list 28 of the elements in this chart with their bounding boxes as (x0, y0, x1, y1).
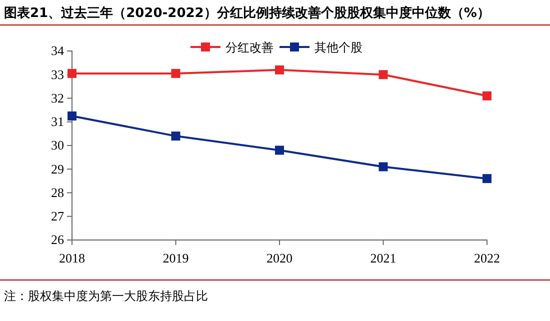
y-tick-label: 32 (51, 90, 64, 106)
x-tick-label: 2020 (266, 250, 292, 266)
point (68, 68, 76, 78)
point (482, 174, 492, 184)
y-tick-label: 29 (51, 161, 64, 176)
point (378, 162, 388, 172)
point (171, 132, 180, 141)
x-tick-label: 2022 (474, 250, 500, 266)
point (68, 111, 76, 120)
chart-title: 图表21、过去三年（2020-2022）分红比例持续改善个股股权集中度中位数（%） (4, 5, 490, 21)
text: 注：股权集中度为第一大股东持股占比 (4, 289, 208, 303)
y-tick-label: 30 (51, 138, 64, 153)
x-tick-label: 2018 (59, 250, 85, 266)
point (482, 91, 492, 100)
point (378, 70, 388, 80)
y-tick-label: 26 (51, 232, 64, 248)
y-tick-label: 34 (51, 43, 64, 58)
point (275, 146, 284, 155)
point (275, 65, 284, 74)
x-tick-label: 2019 (162, 250, 189, 266)
y-tick-label: 27 (51, 208, 64, 224)
x-tick-label: 2021 (370, 250, 396, 266)
legend-label: 其他个股 (314, 40, 362, 54)
y-tick-label: 33 (51, 66, 64, 82)
point (171, 68, 180, 78)
y-tick-label: 28 (51, 184, 64, 200)
y-tick-label: 31 (51, 114, 64, 130)
legend-label: 分红改善 (226, 40, 274, 54)
